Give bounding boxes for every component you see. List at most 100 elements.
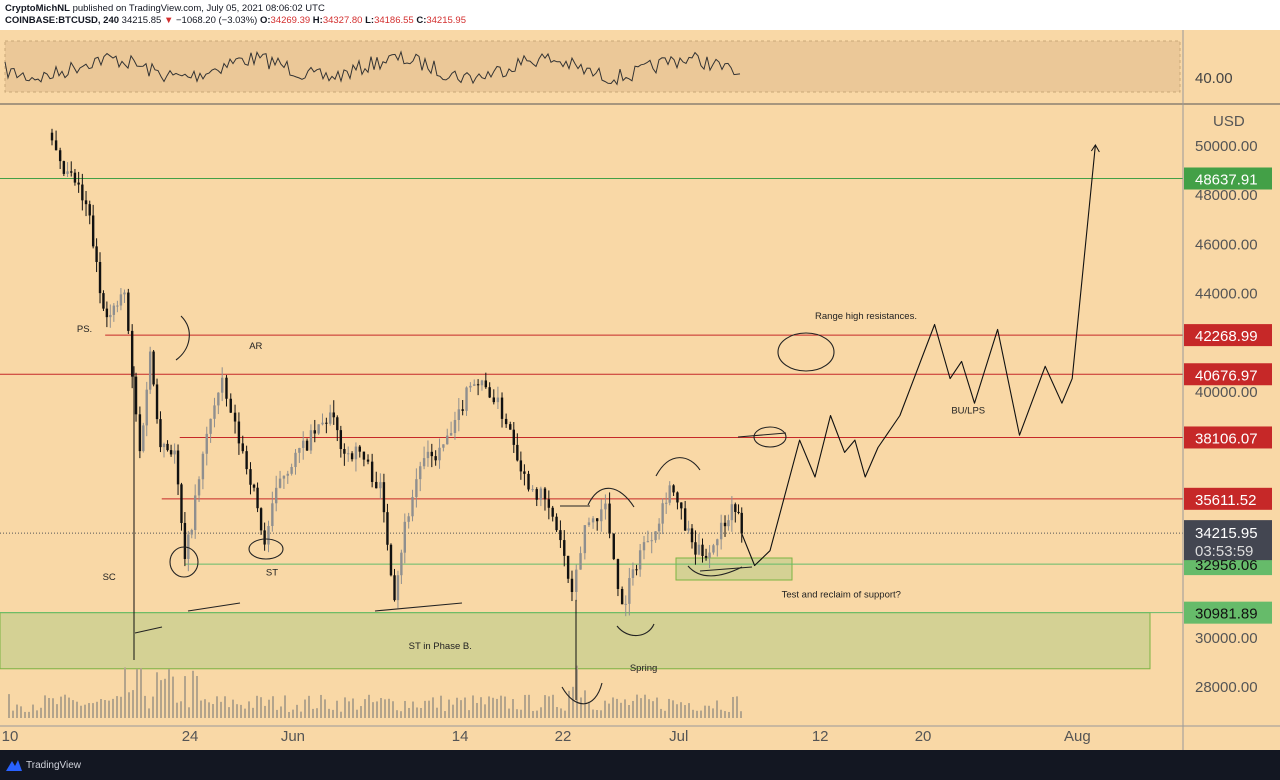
- candle-body: [453, 419, 457, 434]
- volume-bar: [36, 710, 38, 718]
- volume-bar: [24, 711, 26, 718]
- down-arrow-icon: ▼: [163, 15, 174, 26]
- candle-body: [608, 503, 611, 534]
- volume-bar: [540, 707, 542, 718]
- candle-body: [252, 484, 256, 488]
- candle-body: [504, 418, 508, 425]
- volume-bar: [112, 698, 114, 718]
- volume-bar: [676, 704, 678, 718]
- volume-bar: [500, 695, 502, 718]
- volume-bar: [396, 710, 398, 718]
- candle-body: [358, 446, 361, 452]
- volume-bar: [216, 696, 218, 718]
- candle-body: [332, 412, 335, 418]
- volume-bar: [408, 707, 410, 718]
- arrow-drawing: [655, 457, 701, 477]
- candle-body: [278, 478, 282, 488]
- volume-bar: [556, 707, 558, 718]
- candle-body: [209, 418, 212, 434]
- x-tick-label: Aug: [1064, 728, 1091, 745]
- candle-body: [396, 575, 400, 601]
- candle-body: [555, 516, 558, 531]
- price-level-label: 30981.89: [1195, 606, 1258, 623]
- annotation-text: AR: [249, 341, 262, 352]
- candle-body: [531, 489, 534, 491]
- candle-body: [442, 444, 445, 448]
- candle-body: [321, 422, 324, 425]
- candle-body: [527, 473, 530, 490]
- volume-bar: [348, 701, 350, 718]
- candle-body: [654, 531, 657, 541]
- volume-bar: [320, 694, 322, 718]
- candle-body: [657, 523, 661, 532]
- high-value: 34327.80: [322, 15, 363, 26]
- candle-body: [551, 507, 554, 517]
- volume-bar: [12, 710, 14, 718]
- volume-bar: [528, 694, 530, 718]
- candle-body: [664, 502, 668, 504]
- candle-body: [205, 433, 208, 454]
- volume-bar: [716, 700, 718, 718]
- volume-bar: [452, 704, 454, 718]
- volume-bar: [632, 700, 634, 718]
- candle-body: [734, 504, 737, 512]
- candle-body: [305, 440, 309, 451]
- volume-bar: [684, 705, 686, 718]
- candle-body: [382, 482, 386, 513]
- author[interactable]: CryptoMichNL: [5, 3, 70, 14]
- volume-bar: [732, 696, 734, 718]
- price-level-label: 42268.99: [1195, 328, 1258, 345]
- volume-bar: [268, 699, 270, 718]
- volume-bar: [352, 698, 354, 718]
- volume-bar: [648, 699, 650, 718]
- candle-body: [134, 376, 138, 415]
- volume-bar: [284, 695, 286, 718]
- volume-bar: [312, 708, 314, 718]
- volume-bar: [184, 676, 186, 718]
- volume-bar: [576, 665, 578, 718]
- last-price-label: 34215.95: [1195, 525, 1258, 542]
- volume-bar: [604, 700, 606, 718]
- volume-bar: [116, 696, 118, 718]
- candle-body: [500, 397, 504, 419]
- candle-body: [386, 512, 389, 545]
- volume-bar: [32, 704, 34, 718]
- candle-body: [155, 384, 159, 420]
- candle-body: [298, 447, 301, 453]
- volume-bar: [176, 702, 178, 718]
- volume-bar: [328, 708, 330, 718]
- tradingview-logo-icon: [6, 760, 22, 771]
- candle-body: [329, 412, 332, 424]
- candle-body: [81, 184, 84, 201]
- candle-body: [737, 511, 740, 513]
- candle-body: [294, 452, 297, 468]
- candle-body: [697, 544, 701, 555]
- candle-body: [193, 495, 197, 531]
- candle-body: [109, 314, 112, 318]
- y-tick-label: 40000.00: [1195, 384, 1258, 401]
- volume-bar: [492, 697, 494, 718]
- volume-bar: [16, 704, 18, 718]
- rsi-band: [4, 40, 1181, 93]
- annotation-text: Test and reclaim of support?: [782, 589, 901, 600]
- volume-bar: [80, 705, 82, 718]
- volume-bar: [520, 709, 522, 718]
- volume-bar: [160, 680, 162, 718]
- candle-body: [547, 499, 551, 508]
- volume-bar: [60, 696, 62, 718]
- volume-bar: [564, 710, 566, 718]
- volume-bar: [236, 704, 238, 718]
- candle-body: [708, 552, 711, 558]
- y-tick-label: 50000.00: [1195, 138, 1258, 155]
- volume-bar: [196, 675, 198, 718]
- candle-body: [465, 387, 468, 411]
- volume-bar: [120, 696, 122, 718]
- candle-body: [313, 430, 316, 434]
- volume-bar: [272, 696, 274, 718]
- candle-body: [130, 330, 134, 377]
- candle-body: [579, 553, 582, 570]
- candle-body: [680, 502, 683, 509]
- volume-bar: [668, 698, 670, 718]
- candle-body: [145, 389, 148, 426]
- price-chart[interactable]: 40.00 PS. AR SC ST ST in Phase B. Spring Test …: [0, 30, 1280, 750]
